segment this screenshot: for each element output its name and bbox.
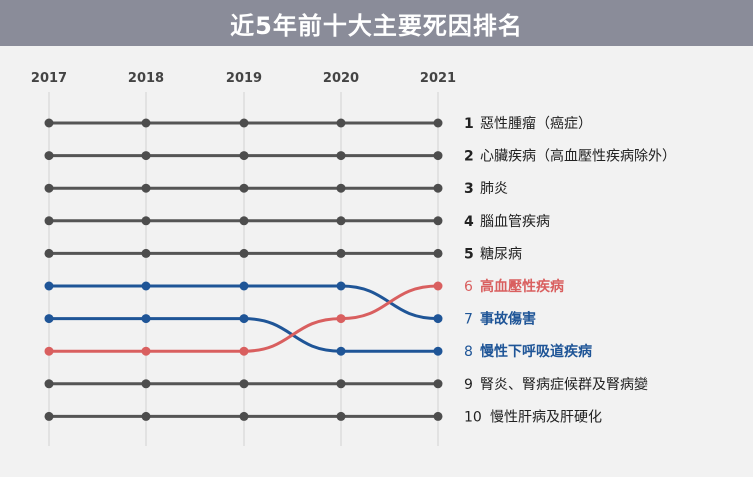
point-7-2019 [239,346,249,356]
series-name-6: 高血壓性疾病 [480,278,564,295]
point-5-2020 [336,281,346,291]
rank-label-5: 5 [464,246,474,262]
point-3-2019 [239,216,249,226]
point-1-2018 [141,151,151,161]
point-3-2020 [336,216,346,226]
point-2-2020 [336,183,346,193]
point-8-2020 [336,379,346,389]
series-line-7 [47,284,440,353]
point-4-2019 [239,248,249,258]
point-7-2017 [44,346,54,356]
point-2-2021 [433,183,443,193]
point-9-2017 [44,411,54,421]
point-2-2017 [44,183,54,193]
point-1-2019 [239,151,249,161]
point-0-2019 [239,118,249,128]
series-name-5: 糖尿病 [480,246,522,262]
series-name-3: 肺炎 [480,181,508,197]
series-name-4: 腦血管疾病 [480,214,550,230]
point-8-2017 [44,379,54,389]
point-9-2019 [239,411,249,421]
point-6-2017 [44,314,54,324]
title-bar: 近5年前十大主要死因排名 [0,0,753,46]
year-label-2021: 2021 [420,71,456,86]
rank-label-10: 10 [464,409,482,425]
point-7-2021 [433,281,443,291]
chart-title: 近5年前十大主要死因排名 [230,11,523,40]
point-5-2017 [44,281,54,291]
year-label-2019: 2019 [226,71,262,86]
point-1-2017 [44,151,54,161]
year-label-2017: 2017 [31,71,67,86]
series-name-7: 事故傷害 [480,311,536,328]
series-name-8: 慢性下呼吸道疾病 [480,343,592,360]
point-6-2021 [433,346,443,356]
point-4-2017 [44,248,54,258]
rank-label-7: 7 [464,312,473,328]
rank-label-8: 8 [464,344,473,360]
rank-label-2: 2 [464,149,474,165]
rank-label-1: 1 [464,116,474,132]
rank-label-9: 9 [464,377,473,393]
point-9-2018 [141,411,151,421]
point-1-2021 [433,151,443,161]
point-0-2018 [141,118,151,128]
point-0-2020 [336,118,346,128]
point-3-2018 [141,216,151,226]
rank-label-3: 3 [464,181,474,197]
point-8-2021 [433,379,443,389]
series-name-1: 惡性腫瘤（癌症） [480,115,592,132]
point-3-2017 [44,216,54,226]
point-5-2018 [141,281,151,291]
point-0-2021 [433,118,443,128]
rank-label-4: 4 [464,214,474,230]
point-1-2020 [336,151,346,161]
point-5-2021 [433,314,443,324]
rank-label-6: 6 [464,279,473,295]
point-6-2018 [141,314,151,324]
year-label-2018: 2018 [128,71,164,86]
point-2-2019 [239,183,249,193]
year-label-2020: 2020 [323,71,359,86]
point-4-2018 [141,248,151,258]
point-9-2021 [433,411,443,421]
series-name-9: 腎炎、腎病症候群及腎病變 [480,377,648,393]
point-9-2020 [336,411,346,421]
point-4-2020 [336,248,346,258]
point-5-2019 [239,281,249,291]
point-6-2020 [336,346,346,356]
point-4-2021 [433,248,443,258]
point-0-2017 [44,118,54,128]
point-6-2019 [239,314,249,324]
point-3-2021 [433,216,443,226]
point-7-2018 [141,346,151,356]
series-name-10: 慢性肝病及肝硬化 [490,408,602,425]
point-8-2018 [141,379,151,389]
point-8-2019 [239,379,249,389]
series-name-2: 心臟疾病（高血壓性疾病除外） [480,148,676,165]
point-2-2018 [141,183,151,193]
point-7-2020 [336,314,346,324]
